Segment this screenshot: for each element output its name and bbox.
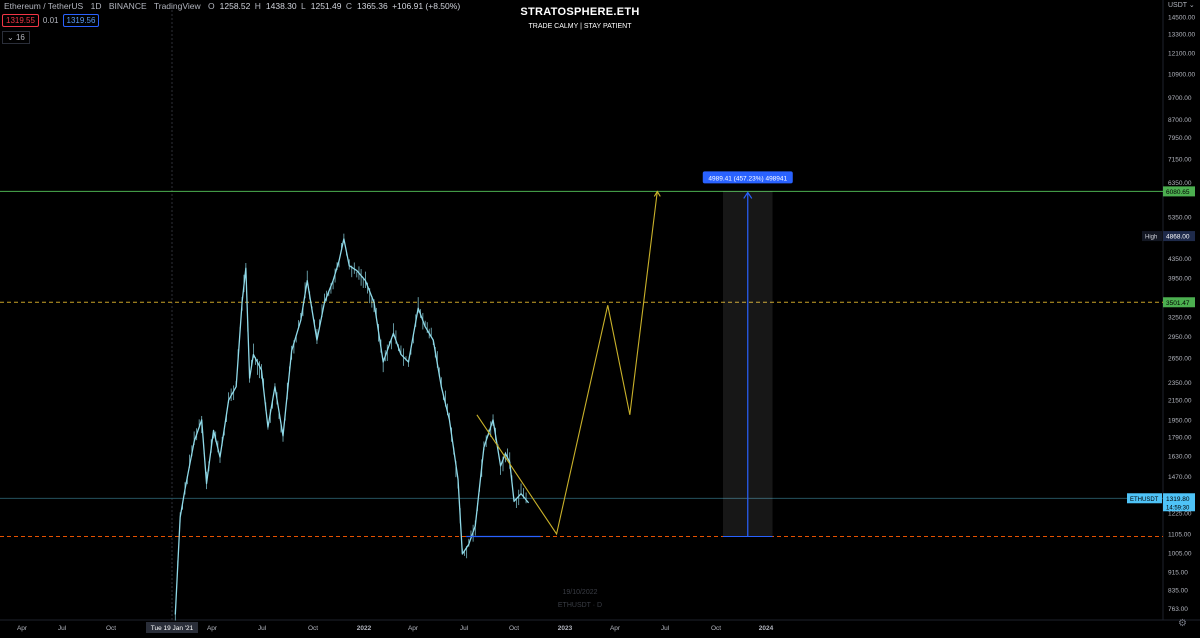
open-value: 1258.52	[219, 1, 251, 11]
high-tag: High	[1145, 235, 1157, 241]
y-tick-label: 2650.00	[1168, 356, 1192, 363]
last-price-countdown: 14:59:30	[1166, 505, 1190, 511]
y-tick-label: 7950.00	[1168, 135, 1192, 142]
y-tick-label: 1105.00	[1168, 531, 1191, 538]
x-tick-label: Oct	[308, 625, 318, 632]
watermark-symbol: ETHUSDT · D	[557, 602, 603, 609]
projection-path	[476, 191, 658, 536]
x-tick-label: Apr	[408, 625, 419, 632]
x-crosshair-label-bg	[146, 622, 198, 633]
level-tag-1: 3501.47	[1166, 300, 1190, 307]
y-tick-label: 2350.00	[1168, 380, 1192, 387]
price-series-line	[174, 238, 530, 615]
x-tick-label: Jul	[661, 625, 670, 632]
y-tick-label: 12100.00	[1168, 51, 1195, 58]
chevron-down-icon: ⌄	[7, 33, 14, 42]
sell-price-button[interactable]: 1319.55	[2, 14, 39, 27]
y-tick-label: 1790.00	[1168, 435, 1192, 442]
y-tick-label: 1950.00	[1168, 417, 1192, 424]
x-tick-label: Tue 19 Jan '21	[151, 625, 194, 632]
measure-arrow-head	[743, 191, 753, 199]
measure-label-bg	[702, 171, 793, 184]
x-tick-label: Jul	[258, 625, 267, 632]
y-tick-label: 1225.00	[1168, 511, 1192, 518]
chevron-down-icon: ⌄	[1188, 2, 1195, 9]
level-tag-bg-0	[1163, 186, 1195, 197]
x-tick-label: Jul	[58, 625, 67, 632]
y-tick-label: 3250.00	[1168, 315, 1192, 322]
high-tag-bg	[1142, 231, 1162, 242]
indicators-toggle[interactable]: ⌄ 16	[2, 31, 30, 44]
last-price-symbol: ETHUSDT	[1130, 497, 1159, 503]
indicators-count: 16	[15, 33, 25, 42]
y-tick-label: 3950.00	[1168, 276, 1192, 283]
y-tick-label: 2150.00	[1168, 398, 1192, 405]
symbol-name[interactable]: Ethereum / TetherUS	[4, 1, 84, 11]
x-tick-label: 2023	[558, 625, 573, 632]
y-tick-label: 8700.00	[1168, 117, 1192, 124]
level-tag-bg-1	[1163, 297, 1195, 308]
spread-value: 0.01	[42, 16, 59, 25]
currency-selector[interactable]: USDT ⌄	[1168, 1, 1195, 9]
last-price-symbol-bg	[1127, 493, 1162, 504]
watermark-date: 19/10/2022	[562, 589, 598, 596]
y-tick-label: 2950.00	[1168, 334, 1192, 341]
close-label: C	[345, 1, 352, 11]
high-value: 4868.00	[1166, 234, 1190, 241]
last-price-value: 1319.80	[1166, 496, 1190, 503]
open-label: O	[208, 1, 215, 11]
y-tick-label: 835.00	[1168, 588, 1188, 595]
low-value: 1251.49	[310, 1, 342, 11]
watermark-title: STRATOSPHERE.ETH	[520, 6, 640, 18]
exchange-label: BINANCE	[108, 1, 147, 11]
level-tag-0: 6080.65	[1166, 189, 1190, 196]
x-tick-label: 2024	[759, 625, 774, 632]
y-tick-label: 10900.00	[1168, 72, 1195, 79]
x-tick-label: Apr	[207, 625, 218, 632]
source-label: TradingView	[153, 1, 201, 11]
y-tick-label: 915.00	[1168, 569, 1188, 576]
projection-arrow-head	[653, 190, 661, 197]
x-tick-label: Oct	[106, 625, 116, 632]
high-value: 1438.30	[265, 1, 297, 11]
interval-label[interactable]: 1D	[90, 1, 102, 11]
y-tick-label: 9700.00	[1168, 95, 1192, 102]
measure-label: 4989.41 (457.23%) 498941	[708, 175, 787, 182]
x-tick-label: Oct	[711, 625, 721, 632]
x-tick-label: Apr	[610, 625, 621, 632]
high-value-bg	[1163, 231, 1195, 242]
y-tick-label: 1005.00	[1168, 551, 1192, 558]
low-label: L	[301, 1, 306, 11]
y-tick-label: 5350.00	[1168, 215, 1192, 222]
x-tick-label: Jul	[460, 625, 469, 632]
y-tick-label: 763.00	[1168, 606, 1188, 613]
y-tick-label: 6350.00	[1168, 180, 1192, 187]
watermark-subtitle: TRADE CALMY | STAY PATIENT	[528, 23, 632, 30]
symbol-info-bar: Ethereum / TetherUS 1D BINANCE TradingVi…	[4, 1, 465, 11]
gear-icon[interactable]: ⚙	[1178, 618, 1187, 629]
high-label: H	[254, 1, 261, 11]
buy-price-button[interactable]: 1319.56	[62, 14, 100, 27]
close-value: 1365.36	[356, 1, 388, 11]
last-price-bg	[1163, 493, 1195, 512]
y-tick-label: 13300.00	[1168, 32, 1195, 39]
bid-ask-row: 1319.55 0.01 1319.56	[2, 14, 100, 27]
y-tick-label: 14500.00	[1168, 14, 1195, 21]
y-tick-label: 1470.00	[1168, 474, 1192, 481]
currency-label: USDT	[1168, 2, 1187, 9]
x-tick-label: 2022	[357, 625, 372, 632]
y-tick-label: 1630.00	[1168, 453, 1192, 460]
x-tick-label: Oct	[509, 625, 519, 632]
y-tick-label: 7150.00	[1168, 156, 1192, 163]
change-value: +106.91 (+8.50%)	[392, 1, 461, 11]
x-tick-label: Apr	[17, 625, 28, 632]
y-tick-label: 4350.00	[1168, 256, 1192, 263]
